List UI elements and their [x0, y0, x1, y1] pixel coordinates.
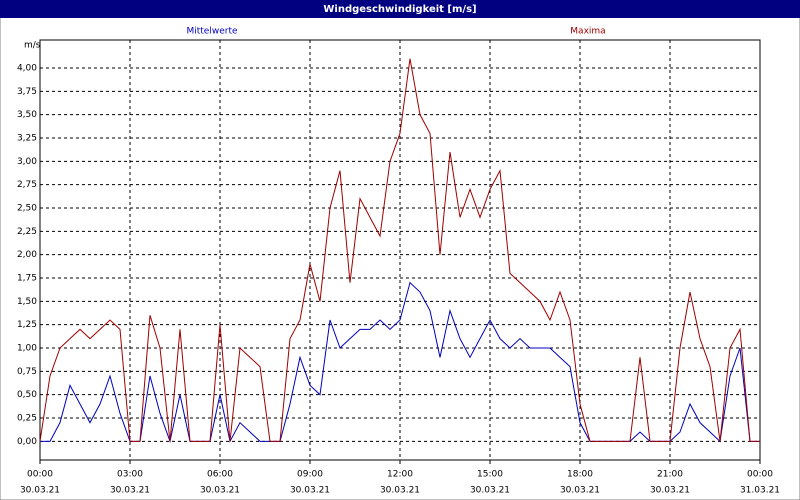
y-tick-label: 0,25 — [17, 414, 37, 424]
x-tick-label: 18:00 — [567, 470, 593, 480]
chart-title: Windgeschwindigkeit [m/s] — [323, 4, 476, 15]
y-tick-label: 4,00 — [17, 64, 37, 74]
x-tick-date: 30.03.21 — [290, 486, 330, 496]
data-line — [39, 58, 760, 442]
y-tick-label: 1,25 — [17, 320, 37, 330]
y-tick-label: 2,75 — [17, 180, 37, 190]
y-axis-title: m/s — [24, 41, 41, 51]
y-tick-label: 1,75 — [17, 274, 37, 284]
y-tick-label: 0,50 — [17, 390, 37, 400]
x-tick-label: 06:00 — [207, 470, 233, 480]
x-tick-date: 30.03.21 — [650, 486, 690, 496]
x-tick-date: 30.03.21 — [380, 486, 420, 496]
y-tick-label: 0,75 — [17, 367, 37, 377]
x-tick-date: 30.03.21 — [110, 486, 150, 496]
x-tick-date: 30.03.21 — [20, 486, 60, 496]
y-tick-label: 3,25 — [17, 134, 37, 144]
y-tick-label: 1,00 — [17, 344, 37, 354]
title-bar — [0, 0, 800, 18]
y-tick-label: 0,00 — [17, 437, 37, 447]
x-tick-date: 30.03.21 — [200, 486, 240, 496]
x-tick-label: 21:00 — [657, 470, 683, 480]
legend-entry: Maxima — [570, 27, 605, 37]
x-tick-label: 03:00 — [117, 470, 143, 480]
legend-entry: Mittelwerte — [186, 27, 237, 37]
y-tick-label: 2,50 — [17, 204, 37, 214]
x-tick-label: 00:00 — [747, 470, 773, 480]
y-tick-label: 1,50 — [17, 297, 37, 307]
y-tick-label: 2,25 — [17, 227, 37, 237]
x-tick-date: 30.03.21 — [560, 486, 600, 496]
y-tick-label: 3,50 — [17, 110, 37, 120]
y-tick-label: 2,00 — [17, 250, 37, 260]
x-tick-label: 09:00 — [297, 470, 323, 480]
data-line — [40, 281, 760, 444]
x-tick-date: 31.03.21 — [740, 486, 780, 496]
x-tick-label: 15:00 — [477, 470, 503, 480]
x-tick-date: 30.03.21 — [470, 486, 510, 496]
y-tick-label: 3,75 — [17, 87, 37, 97]
x-tick-label: 00:00 — [27, 470, 53, 480]
y-tick-label: 3,00 — [17, 157, 37, 167]
x-tick-label: 12:00 — [387, 470, 413, 480]
